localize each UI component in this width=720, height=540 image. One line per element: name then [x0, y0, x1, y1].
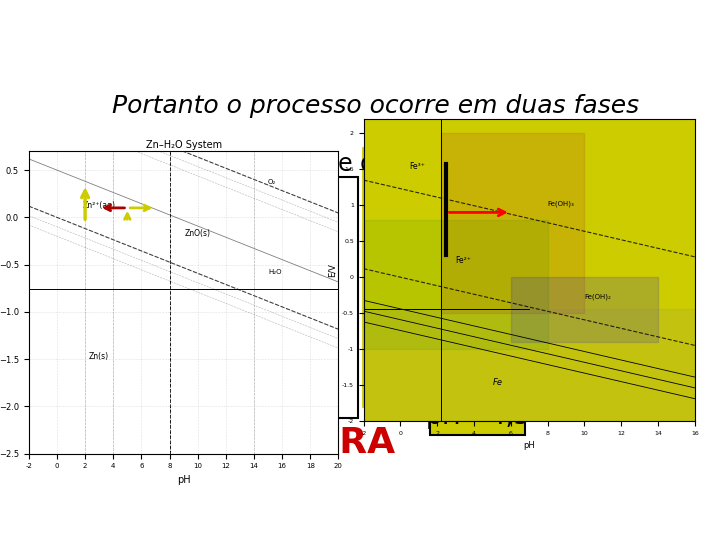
- Circle shape: [597, 200, 611, 210]
- Text: Zn²⁺(aq): Zn²⁺(aq): [83, 201, 116, 210]
- Circle shape: [597, 234, 611, 245]
- Text: ZnO(s): ZnO(s): [184, 230, 211, 238]
- Text: H₂O: H₂O: [268, 269, 282, 275]
- Text: Portanto o processo ocorre em duas fases: Portanto o processo ocorre em duas fases: [112, 94, 639, 118]
- Circle shape: [597, 176, 611, 186]
- Text: Fe(OH)₂: Fe(OH)₂: [585, 294, 611, 300]
- Text: Fe²⁺: Fe²⁺: [456, 256, 472, 265]
- Circle shape: [597, 223, 611, 233]
- Circle shape: [579, 223, 593, 233]
- Circle shape: [616, 223, 629, 233]
- X-axis label: pH: pH: [523, 442, 535, 450]
- Circle shape: [560, 223, 574, 233]
- Text: Depois aumenta-se o pH para
precipitar Fe(OH): Depois aumenta-se o pH para precipitar F…: [124, 152, 477, 204]
- Circle shape: [597, 188, 611, 198]
- Circle shape: [616, 188, 629, 198]
- Circle shape: [579, 211, 593, 221]
- FancyBboxPatch shape: [364, 148, 637, 406]
- Circle shape: [616, 211, 629, 221]
- Circle shape: [579, 234, 593, 245]
- Y-axis label: E/V: E/V: [328, 263, 336, 277]
- Circle shape: [560, 234, 574, 245]
- Circle shape: [560, 200, 574, 210]
- Circle shape: [597, 211, 611, 221]
- FancyBboxPatch shape: [369, 391, 582, 402]
- Circle shape: [560, 176, 574, 186]
- Text: pH =4,5: pH =4,5: [426, 406, 529, 429]
- Circle shape: [616, 200, 629, 210]
- Text: FASE NEUTRA: FASE NEUTRA: [118, 426, 395, 460]
- FancyBboxPatch shape: [431, 400, 526, 435]
- Text: O₂: O₂: [268, 179, 276, 185]
- Text: Fe(OH)₃: Fe(OH)₃: [548, 200, 575, 207]
- Circle shape: [560, 188, 574, 198]
- Circle shape: [579, 188, 593, 198]
- Title: Zn–H₂O System: Zn–H₂O System: [145, 140, 222, 151]
- Text: 3: 3: [300, 187, 310, 205]
- Circle shape: [579, 176, 593, 186]
- Circle shape: [597, 246, 611, 256]
- Circle shape: [560, 211, 574, 221]
- Circle shape: [560, 246, 574, 256]
- Circle shape: [579, 200, 593, 210]
- Text: Zn(s): Zn(s): [89, 352, 109, 361]
- Text: Fe³⁺: Fe³⁺: [410, 162, 426, 171]
- FancyBboxPatch shape: [107, 177, 358, 418]
- Circle shape: [579, 246, 593, 256]
- X-axis label: pH: pH: [177, 475, 190, 485]
- Text: Fe: Fe: [492, 378, 503, 387]
